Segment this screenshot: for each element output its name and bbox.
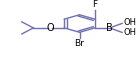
Text: B: B (106, 23, 113, 33)
Text: OH: OH (123, 28, 136, 37)
Text: F: F (92, 0, 97, 9)
Text: Br: Br (75, 39, 84, 48)
Text: OH: OH (123, 18, 136, 27)
Text: O: O (46, 23, 54, 33)
